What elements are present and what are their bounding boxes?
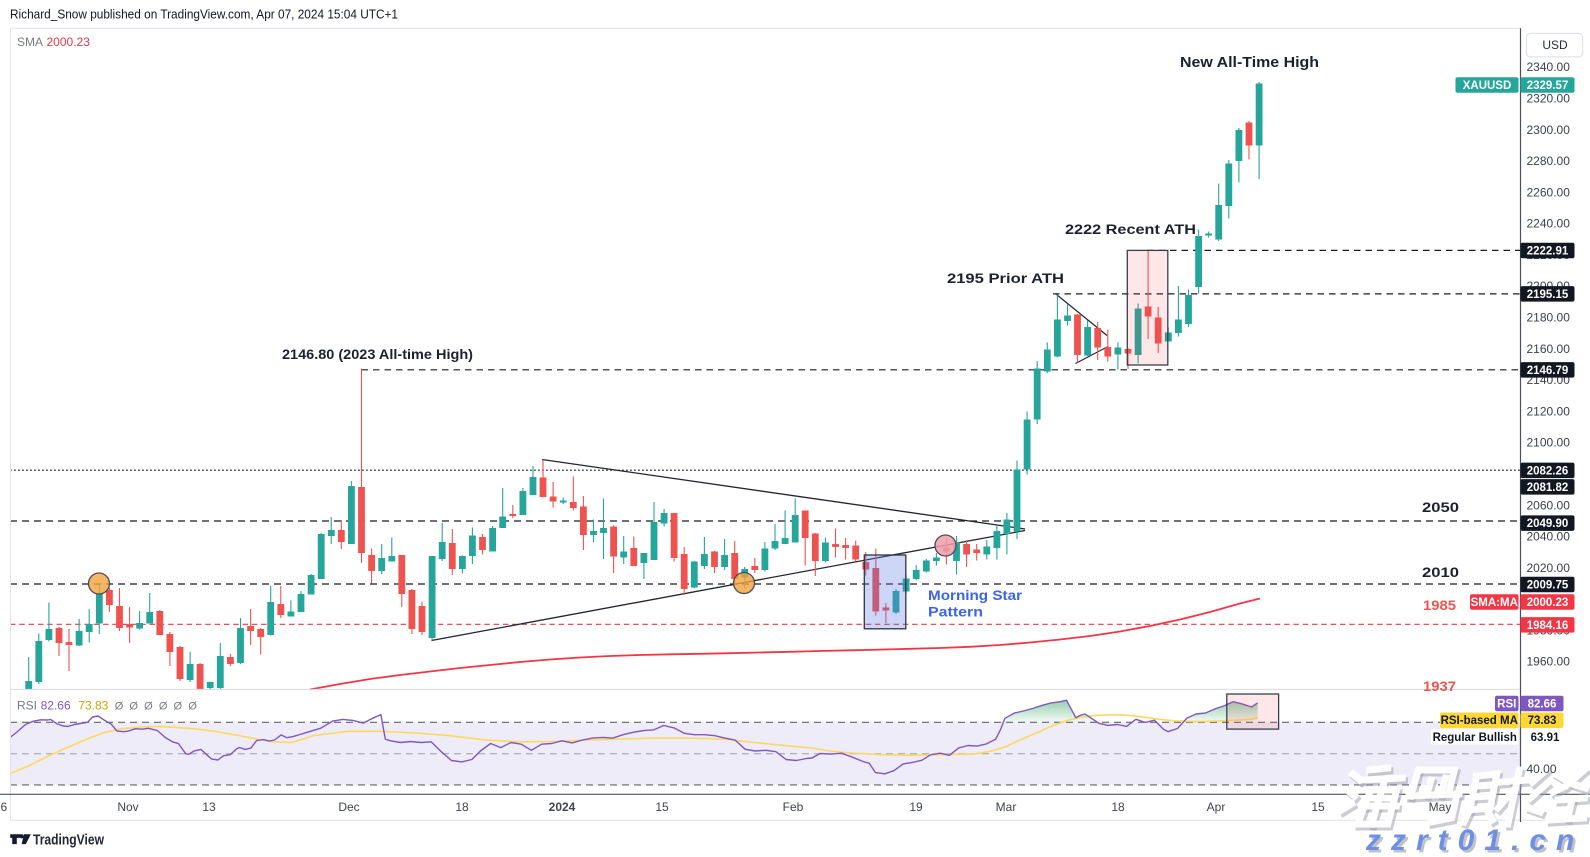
svg-text:16: 16 [0,800,7,814]
svg-text:USD: USD [1542,38,1568,52]
svg-text:RSI: RSI [17,699,37,713]
svg-text:2050: 2050 [1422,499,1459,515]
svg-text:40.00: 40.00 [1527,762,1557,776]
svg-text:Mar: Mar [996,800,1017,814]
svg-text:Ø: Ø [144,701,153,713]
svg-text:18: 18 [455,800,469,814]
svg-text:2329.57: 2329.57 [1527,80,1569,92]
svg-text:82.66: 82.66 [1528,699,1557,711]
svg-text:XAUUSD: XAUUSD [1463,80,1512,92]
svg-text:2009.75: 2009.75 [1527,580,1569,592]
svg-text:2222 Recent ATH: 2222 Recent ATH [1065,222,1196,237]
svg-text:2081.82: 2081.82 [1527,482,1569,494]
svg-text:2222.91: 2222.91 [1527,245,1569,257]
svg-text:1937: 1937 [1423,678,1456,694]
svg-text:Apr: Apr [1207,800,1226,814]
svg-text:2320.00: 2320.00 [1527,91,1571,105]
svg-text:2010: 2010 [1422,564,1459,580]
svg-text:2195.15: 2195.15 [1527,289,1569,301]
svg-text:zzrt01.cn: zzrt01.cn [1368,827,1587,857]
svg-text:SMA:MA: SMA:MA [1471,597,1518,609]
svg-text:Regular Bullish: Regular Bullish [1433,732,1517,744]
svg-text:2146.80 (2023 All-time High): 2146.80 (2023 All-time High) [282,347,473,362]
svg-text:1960.00: 1960.00 [1527,655,1571,669]
svg-text:15: 15 [655,800,669,814]
svg-text:2082.26: 2082.26 [1527,465,1569,477]
svg-text:2195 Prior ATH: 2195 Prior ATH [947,271,1064,286]
svg-text:2240.00: 2240.00 [1527,217,1571,231]
svg-text:Morning Star: Morning Star [928,588,1023,603]
svg-text:SMA: SMA [17,35,43,49]
svg-text:2180.00: 2180.00 [1527,311,1571,325]
svg-text:2020.00: 2020.00 [1527,561,1571,575]
svg-text:Ø: Ø [188,701,197,713]
svg-text:2340.00: 2340.00 [1527,60,1571,74]
svg-text:Nov: Nov [117,800,138,814]
svg-text:2160.00: 2160.00 [1527,342,1571,356]
svg-text:zzrt01.cn: zzrt01.cn [1365,824,1584,857]
svg-text:RSI: RSI [1497,699,1516,711]
svg-text:New All-Time High: New All-Time High [1180,55,1319,71]
svg-text:2146.79: 2146.79 [1527,365,1569,377]
svg-text:May: May [1429,800,1452,814]
svg-text:13: 13 [202,800,216,814]
svg-text:Ø: Ø [159,701,168,713]
svg-text:RSI-based MA: RSI-based MA [1441,715,1518,727]
svg-text:2100.00: 2100.00 [1527,436,1571,450]
svg-text:63.91: 63.91 [1531,732,1560,744]
svg-text:73.83: 73.83 [78,699,108,713]
svg-text:2280.00: 2280.00 [1527,154,1571,168]
svg-text:TradingView: TradingView [33,832,104,849]
svg-text:18: 18 [1111,800,1125,814]
svg-text:1984.16: 1984.16 [1527,620,1569,632]
svg-text:19: 19 [909,800,923,814]
svg-text:1985: 1985 [1423,597,1456,613]
svg-text:2120.00: 2120.00 [1527,404,1571,418]
svg-text:15: 15 [1311,800,1325,814]
svg-text:2060.00: 2060.00 [1527,498,1571,512]
svg-text:Ø: Ø [174,701,183,713]
svg-text:82.66: 82.66 [41,699,71,713]
svg-text:2000.23: 2000.23 [1527,597,1569,609]
svg-text:2049.90: 2049.90 [1527,518,1569,530]
svg-text:Dec: Dec [338,800,359,814]
svg-text:Pattern: Pattern [928,605,983,620]
svg-text:2040.00: 2040.00 [1527,530,1571,544]
svg-text:2260.00: 2260.00 [1527,185,1571,199]
svg-text:Ø: Ø [129,701,138,713]
svg-text:73.83: 73.83 [1528,715,1557,727]
svg-text:Richard_Snow published on Trad: Richard_Snow published on TradingView.co… [10,8,398,22]
svg-text:Feb: Feb [783,800,804,814]
svg-text:2024: 2024 [549,800,576,814]
svg-text:Ø: Ø [115,701,124,713]
svg-text:2300.00: 2300.00 [1527,123,1571,137]
svg-text:2000.23: 2000.23 [47,35,91,49]
